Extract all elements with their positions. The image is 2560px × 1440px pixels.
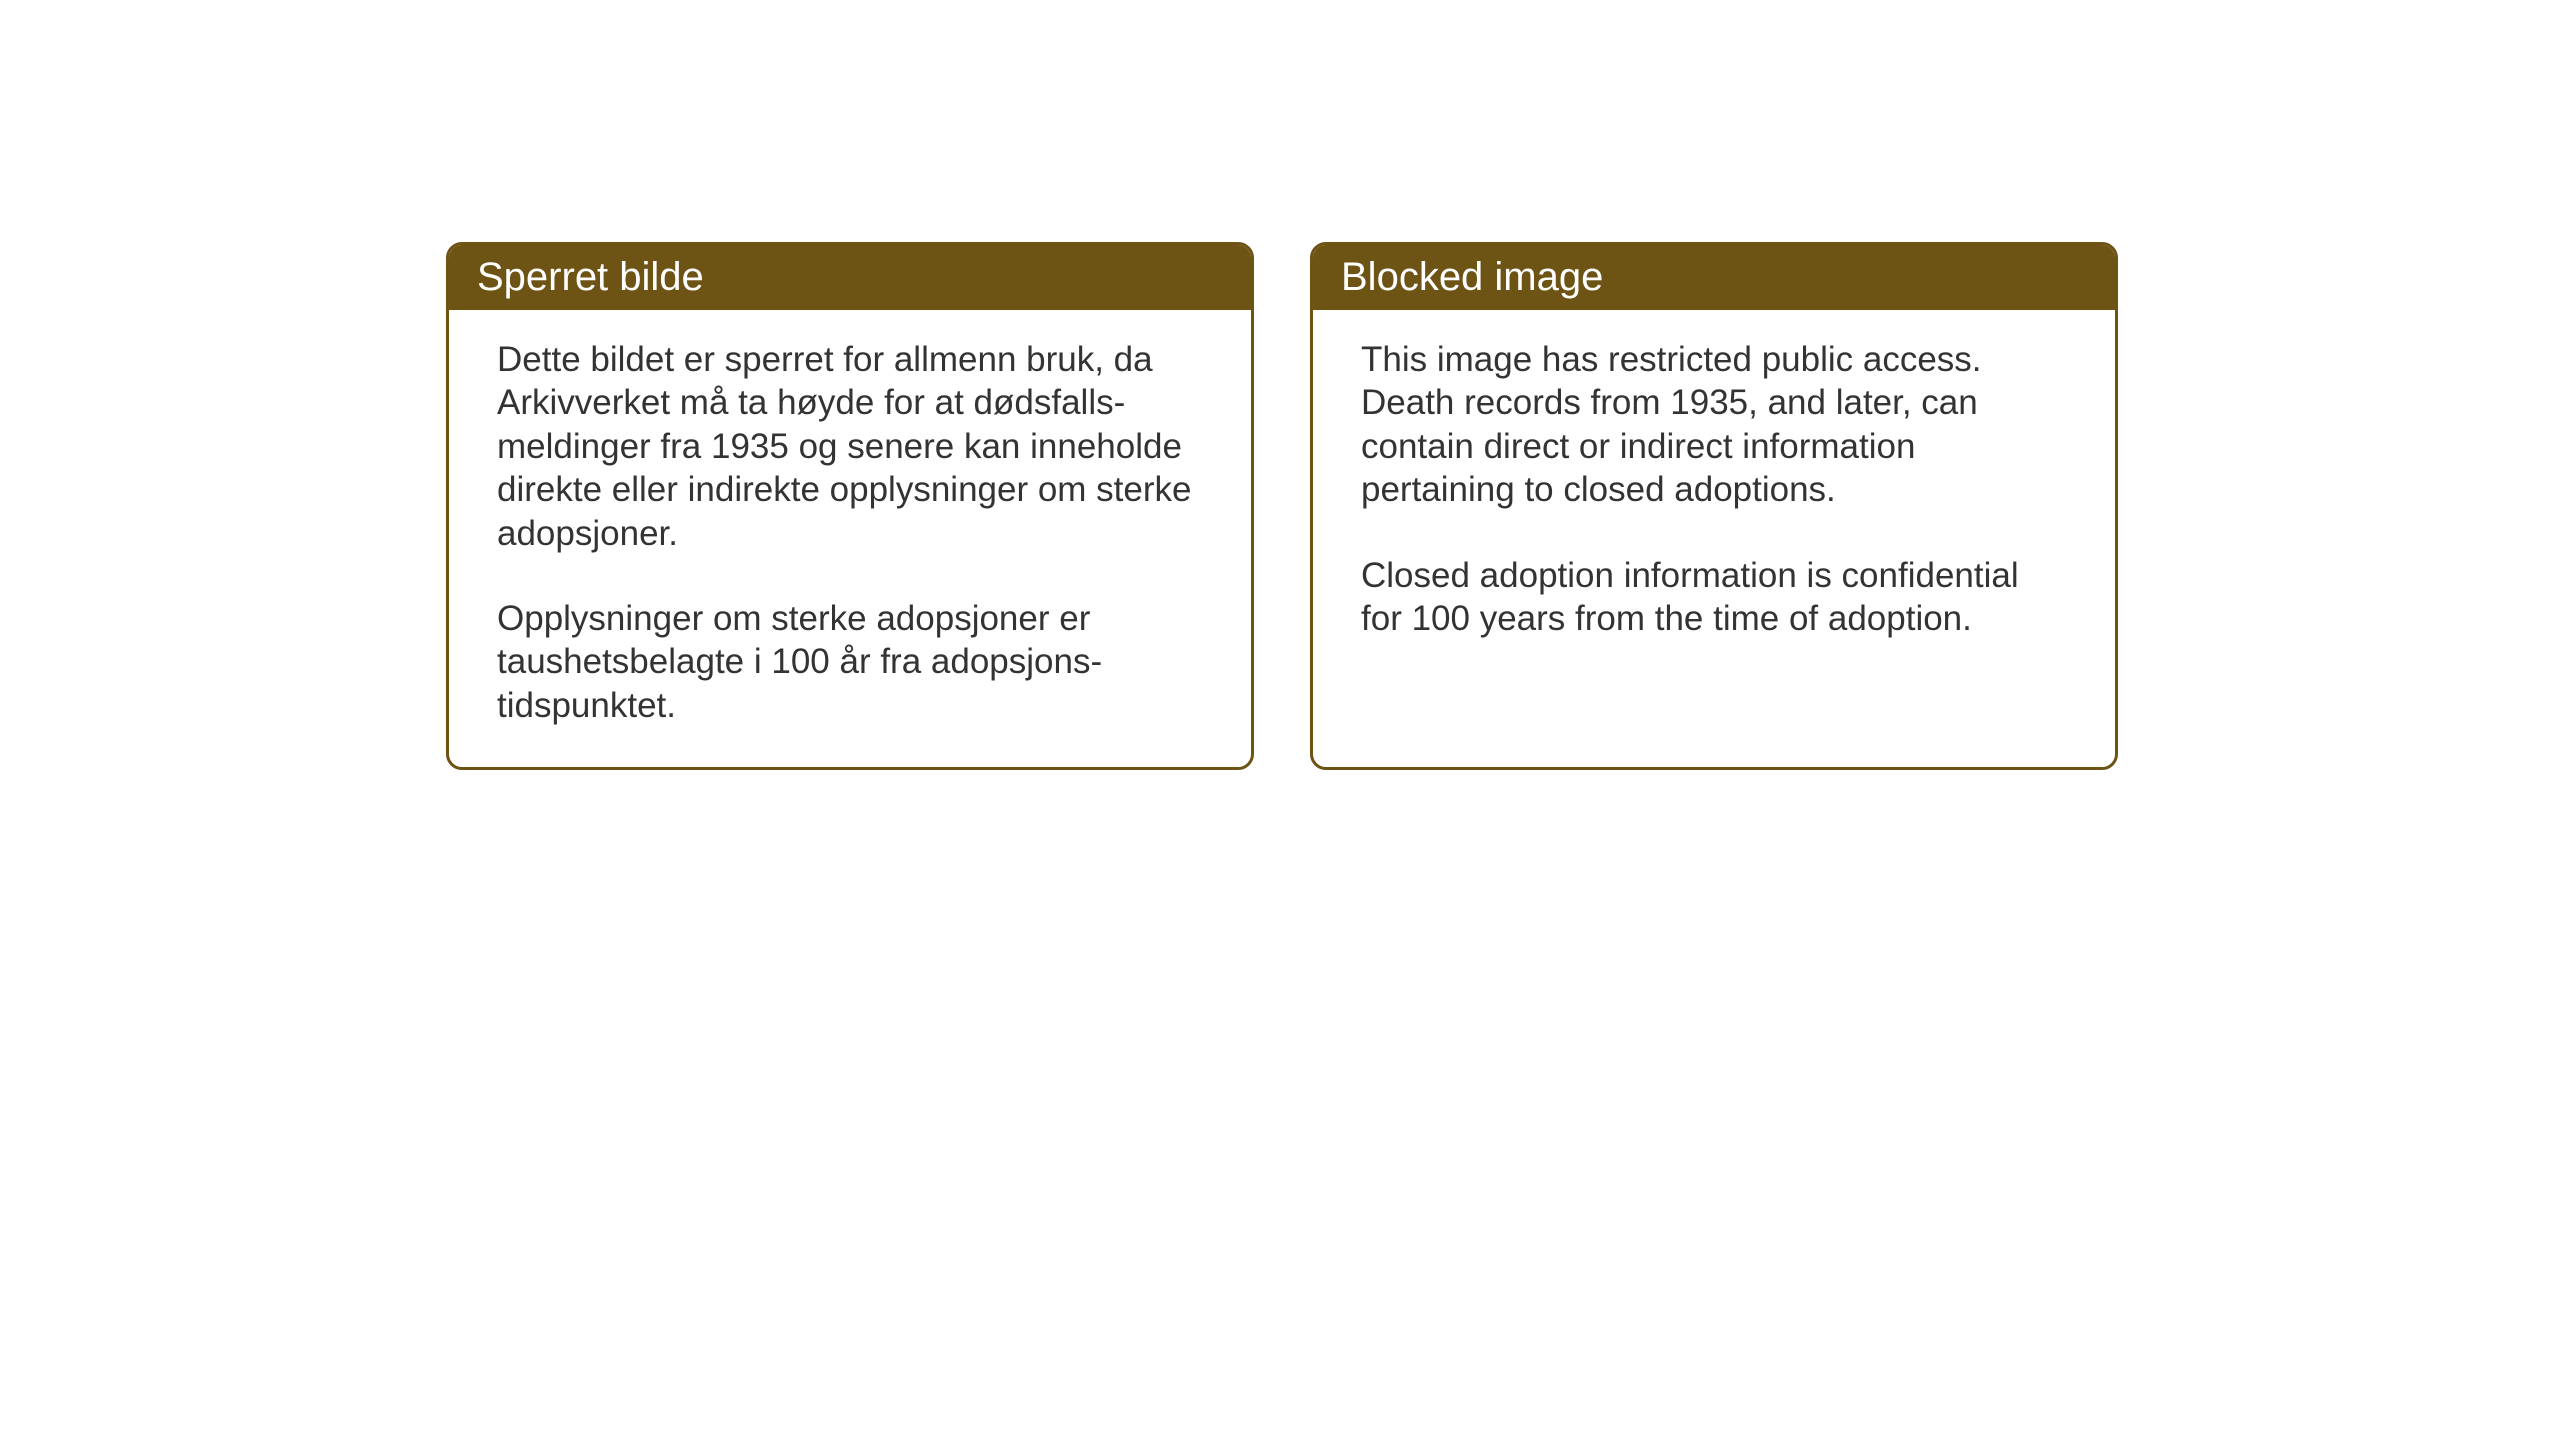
card-paragraph: Opplysninger om sterke adopsjoner er tau… [497,597,1203,727]
info-card-norwegian: Sperret bilde Dette bildet er sperret fo… [446,242,1254,770]
card-paragraph: Dette bildet er sperret for allmenn bruk… [497,338,1203,555]
card-body-english: This image has restricted public access.… [1313,310,2115,680]
card-paragraph: This image has restricted public access.… [1361,338,2067,512]
card-body-norwegian: Dette bildet er sperret for allmenn bruk… [449,310,1251,767]
card-paragraph: Closed adoption information is confident… [1361,554,2067,641]
card-title-norwegian: Sperret bilde [449,245,1251,310]
info-cards-container: Sperret bilde Dette bildet er sperret fo… [446,242,2118,770]
info-card-english: Blocked image This image has restricted … [1310,242,2118,770]
card-title-english: Blocked image [1313,245,2115,310]
